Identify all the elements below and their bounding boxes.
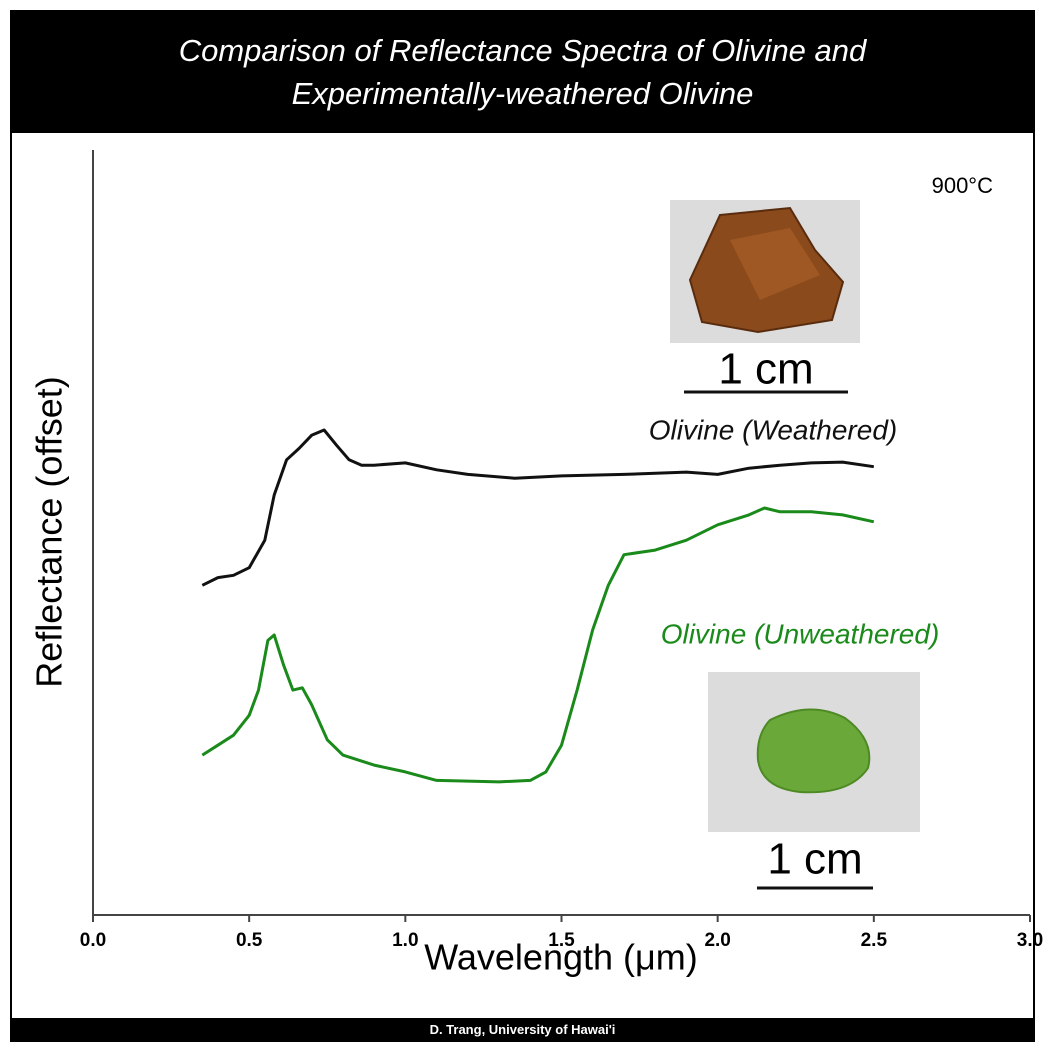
- x-tick-label: 0.0: [80, 930, 106, 951]
- x-tick-label: 2.5: [861, 930, 888, 951]
- page: Comparison of Reflectance Spectra of Oli…: [0, 0, 1049, 1050]
- credit: D. Trang, University of Hawai'i: [10, 1018, 1035, 1042]
- x-tick-label: 3.0: [1017, 930, 1043, 951]
- chart: 900°C 1 cm 1 cm Wavelength (μm) Reflecta…: [0, 0, 1049, 1050]
- x-tick-label: 2.0: [704, 930, 730, 951]
- annotation: 900°C: [932, 173, 994, 198]
- series-line: [202, 430, 874, 585]
- photo-unweathered: [708, 672, 920, 832]
- photo-weathered: [670, 200, 860, 343]
- y-axis-label: Reflectance (offset): [29, 376, 70, 687]
- series-label: Olivine (Unweathered): [661, 618, 940, 649]
- x-tick-label: 0.5: [236, 930, 263, 951]
- annotation: 1 cm: [767, 835, 862, 884]
- series-label: Olivine (Weathered): [649, 414, 897, 445]
- x-tick-label: 1.0: [392, 930, 418, 951]
- annotation: 1 cm: [718, 345, 813, 394]
- x-tick-label: 1.5: [548, 930, 575, 951]
